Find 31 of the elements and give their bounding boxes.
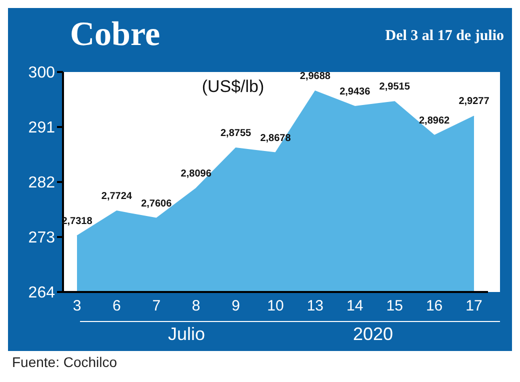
- y-tick-label: 264: [28, 284, 56, 302]
- x-tick-label: 13: [306, 298, 324, 315]
- x-tick-label: 16: [426, 298, 443, 315]
- data-label: 2,8096: [180, 168, 212, 180]
- data-label: 2,9277: [458, 96, 490, 108]
- y-tick-label: 291: [28, 120, 56, 137]
- x-axis-title: Julio: [168, 324, 206, 345]
- x-tick-label: 15: [386, 298, 403, 315]
- text: 2020: [353, 324, 394, 345]
- y-tick-label: 300: [28, 64, 56, 82]
- chart-title: Cobre: [70, 16, 160, 54]
- x-tick-label: 3: [72, 298, 82, 315]
- source-note: Fuente: Cochilco: [12, 354, 118, 370]
- y-tick-label: 282: [28, 174, 56, 192]
- x-tick-label: 8: [192, 298, 200, 315]
- y-axis-title: (US$/lb): [202, 77, 264, 96]
- data-label: 2,8755: [220, 128, 252, 140]
- data-label: 2,8962: [419, 115, 450, 126]
- x-tick-label: 10: [267, 298, 284, 315]
- x-tick-label: 17: [466, 298, 482, 315]
- x-tick-label: 9: [232, 298, 240, 315]
- y-tick-label: 273: [28, 230, 56, 247]
- data-label: 2,9515: [379, 82, 410, 93]
- data-label: 2,7724: [101, 191, 132, 202]
- x-tick-label: 7: [152, 298, 161, 315]
- x-tick-label: 6: [112, 298, 121, 315]
- x-tick-label: 14: [346, 298, 364, 315]
- data-label: 2,7606: [141, 198, 172, 210]
- chart-subtitle: Del 3 al 17 de julio: [385, 28, 504, 45]
- data-label: 2,9436: [340, 86, 371, 98]
- data-label: 2,9688: [300, 71, 331, 82]
